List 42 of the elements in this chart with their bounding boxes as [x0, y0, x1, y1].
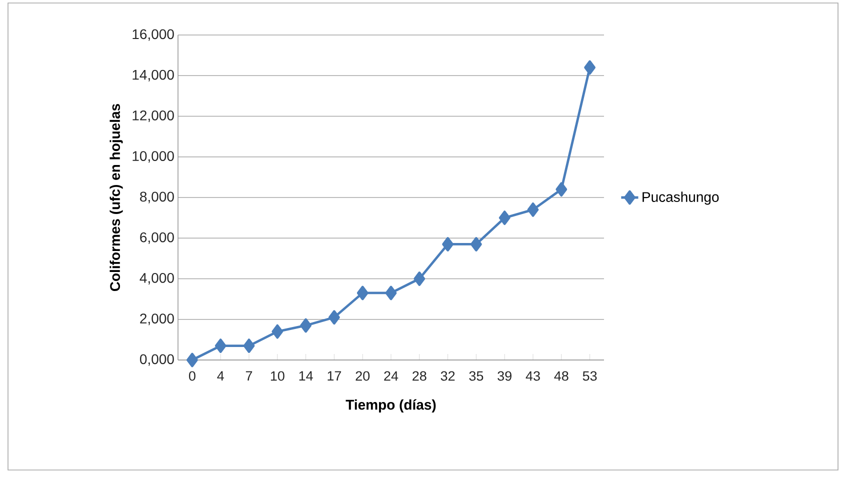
point [498, 210, 510, 226]
y-tick-label: 16,000 [132, 29, 174, 41]
x-tick-label: 0 [188, 371, 196, 381]
x-tick-label: 39 [498, 371, 512, 381]
x-tick-label: 10 [270, 371, 284, 381]
x-tick-label: 32 [440, 371, 455, 381]
x-tick-label: 53 [582, 371, 597, 381]
point [414, 272, 426, 286]
y-tick-label: 8,000 [140, 192, 174, 204]
point [527, 202, 539, 217]
x-tick-label: 7 [246, 371, 252, 380]
x-tick-label: 14 [299, 371, 313, 380]
point [328, 310, 340, 325]
legend-label: Pucashungo [642, 192, 719, 205]
x-tick-label: 24 [384, 371, 398, 381]
y-tick-label: 2,000 [140, 314, 174, 326]
x-tick-label: 20 [356, 371, 370, 381]
point [243, 338, 255, 353]
y-tick-label: 14,000 [132, 70, 174, 82]
point [272, 324, 284, 339]
x-axis-title: Tiempo (días) [346, 399, 436, 412]
x-tick-label: 43 [526, 371, 540, 381]
point [214, 338, 226, 353]
y-tick-label: 6,000 [140, 232, 174, 244]
point [356, 286, 368, 300]
point [442, 237, 454, 252]
x-tick-label: 28 [412, 371, 426, 381]
y-axis-title: Coliformes (ufc) en hojuelas [110, 104, 123, 292]
point [470, 237, 482, 252]
point [186, 352, 198, 368]
y-tick-label: 10,000 [132, 151, 174, 163]
x-tick-label: 35 [469, 371, 484, 381]
y-tick-label: 12,000 [132, 110, 174, 122]
x-tick-label: 4 [217, 371, 224, 380]
x-tick-label: 48 [554, 371, 568, 381]
point [584, 60, 596, 75]
y-tick-label: 0,000 [140, 354, 174, 366]
point [385, 286, 397, 300]
y-tick-label: 4,000 [140, 272, 174, 285]
point [556, 182, 568, 197]
point [300, 318, 312, 333]
x-tick-label: 17 [328, 371, 342, 380]
